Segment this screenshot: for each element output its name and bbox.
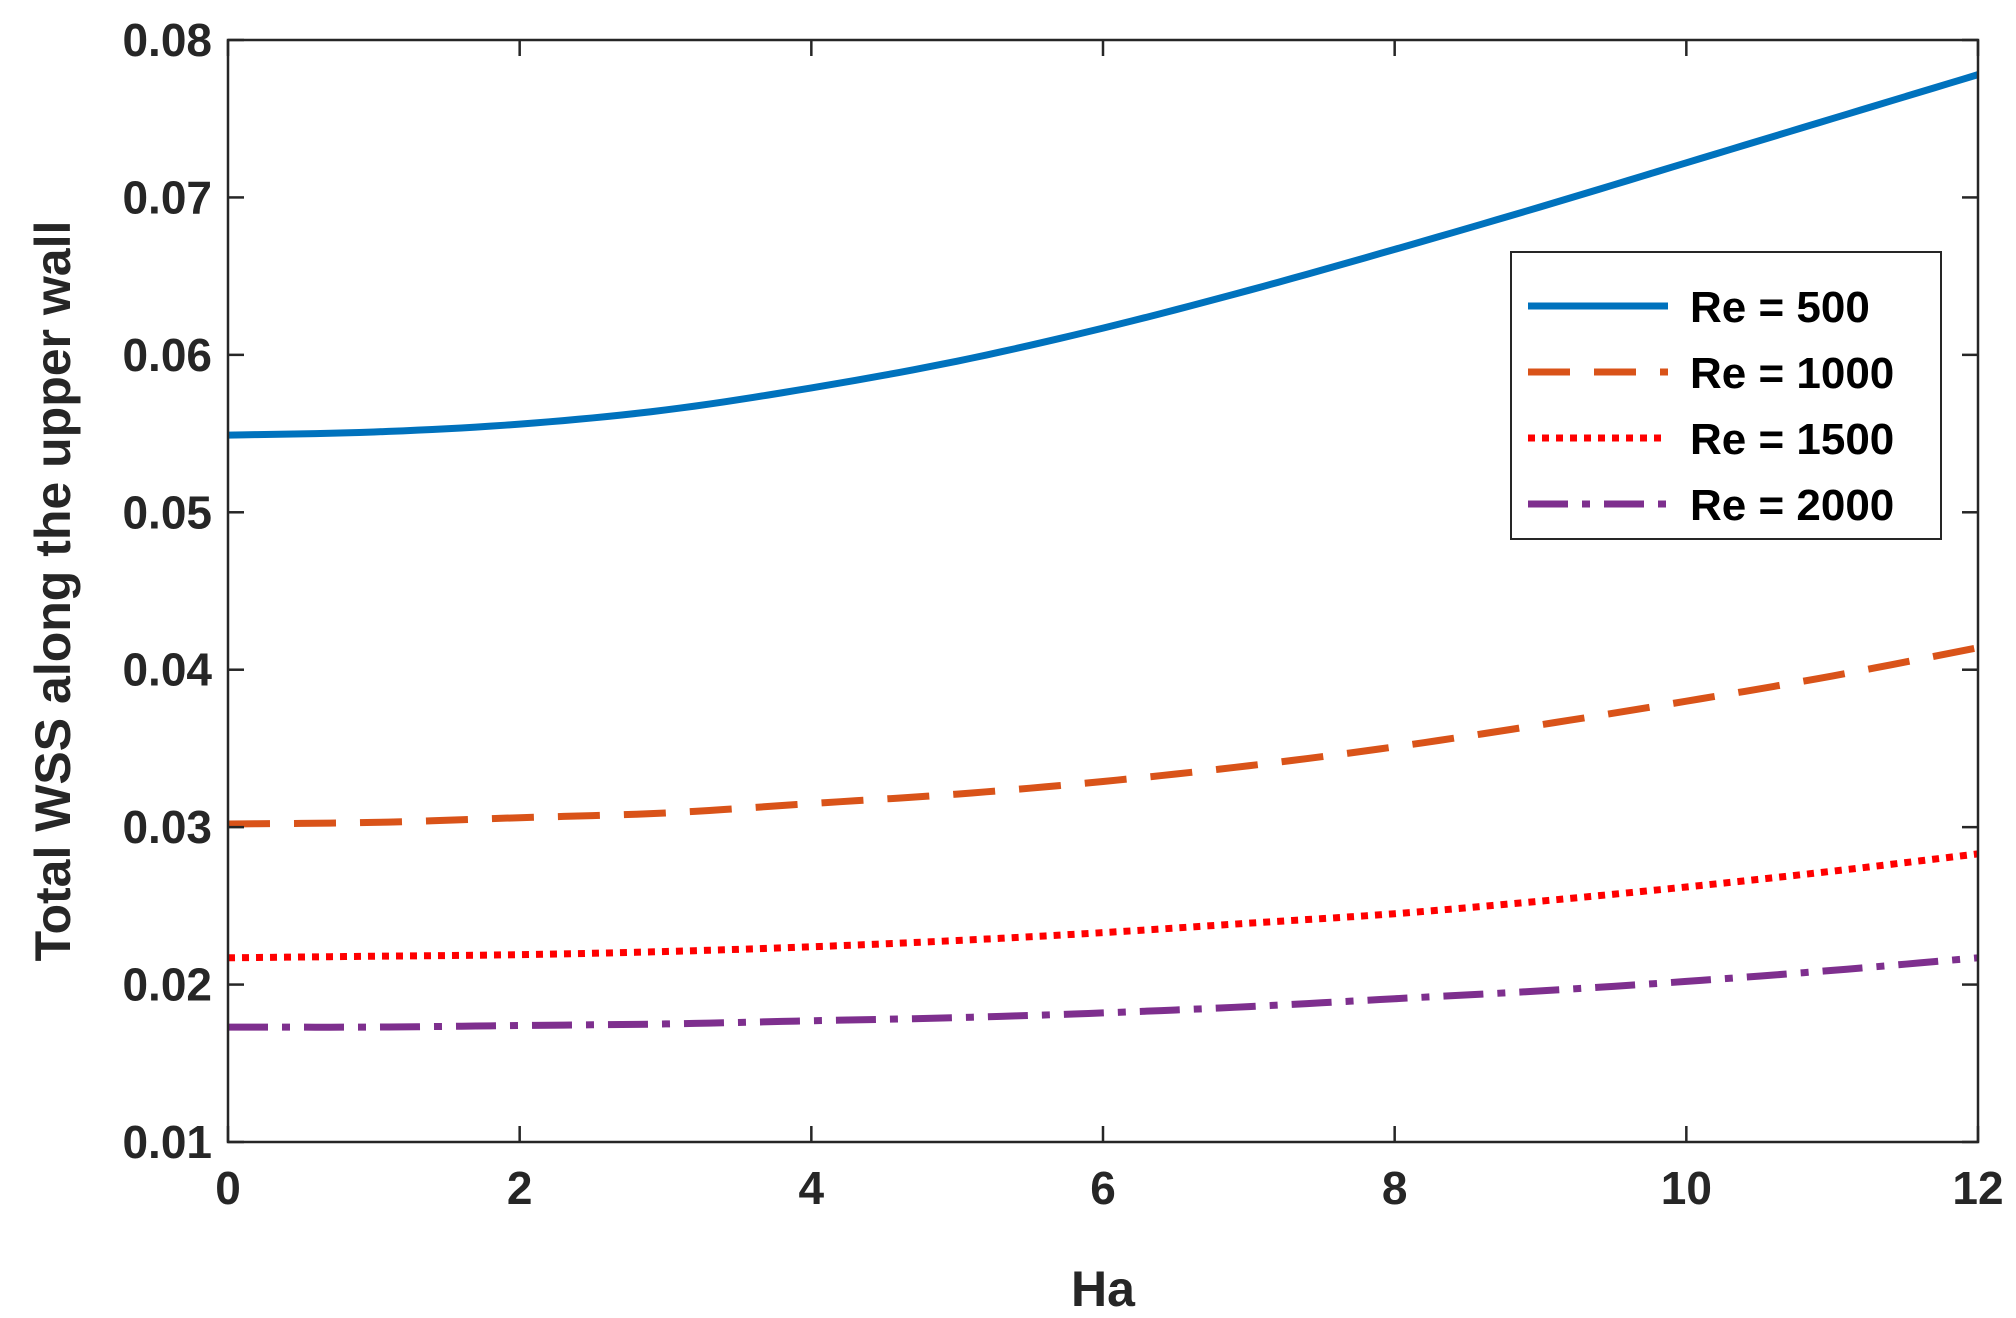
y-tick-label: 0.02 <box>122 959 212 1011</box>
y-tick-label: 0.05 <box>122 486 212 538</box>
series-line <box>227 71 1980 439</box>
y-tick-label: 0.04 <box>122 644 212 696</box>
legend-label: Re = 2000 <box>1690 481 1894 530</box>
legend-label: Re = 1500 <box>1690 415 1894 464</box>
y-tick-label: 0.08 <box>122 14 212 66</box>
x-tick-label: 6 <box>1090 1162 1116 1214</box>
x-tick-label: 0 <box>215 1162 241 1214</box>
series-line <box>227 850 1979 962</box>
y-axis-label: Total WSS along the upper wall <box>25 221 81 962</box>
plot-frame <box>226 38 1980 1144</box>
x-tick-label: 2 <box>507 1162 533 1214</box>
plot-lines <box>227 71 1980 1031</box>
legend-label: Re = 500 <box>1690 283 1870 332</box>
legend-entries: Re = 500 Re = 1000 Re = 1500 Re = 2000 <box>1528 283 1894 530</box>
series-line <box>228 954 1979 1031</box>
legend-label: Re = 1000 <box>1690 349 1894 398</box>
series-line <box>227 644 1979 828</box>
x-tick-label: 12 <box>1952 1162 2003 1214</box>
x-tick-label: 4 <box>799 1162 825 1214</box>
y-tick-label: 0.07 <box>122 171 212 223</box>
legend: Re = 500 Re = 1000 Re = 1500 Re = 2000 <box>1510 251 1942 540</box>
y-tick-label: 0.01 <box>122 1116 212 1168</box>
x-axis-label: Ha <box>1071 1261 1136 1317</box>
x-tick-label: 10 <box>1661 1162 1712 1214</box>
y-tick-label: 0.03 <box>122 801 212 853</box>
x-tick-label: 8 <box>1382 1162 1408 1214</box>
legend-box <box>1510 251 1942 540</box>
x-axis-ticks: 0 2 4 6 8 10 12 <box>215 40 2004 1214</box>
y-axis-ticks: 0.01 0.02 0.03 0.04 0.05 0.06 0.07 0.08 <box>122 14 1978 1168</box>
y-tick-label: 0.06 <box>122 329 212 381</box>
